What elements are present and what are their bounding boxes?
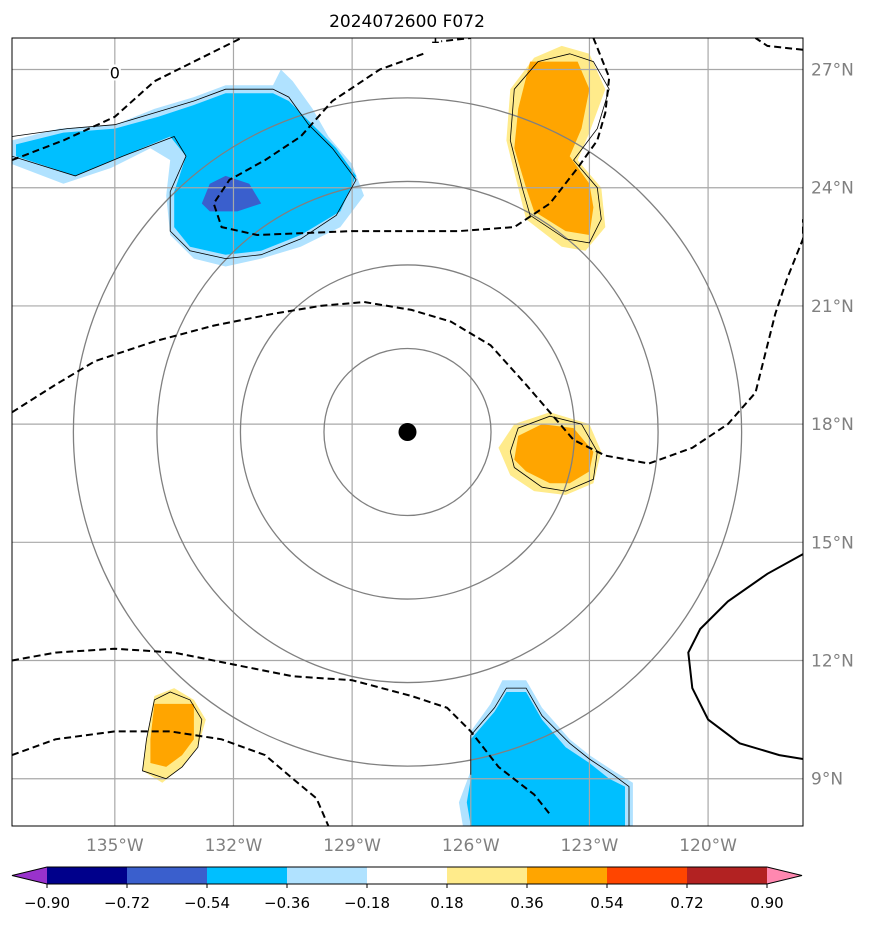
- anomaly-outline: [142, 691, 203, 780]
- colorbar-segment: [607, 867, 688, 884]
- colorbar-extend-high: [767, 867, 802, 884]
- chart-title: 2024072600 F072: [329, 12, 485, 32]
- colorbar-segment: [447, 867, 528, 884]
- dashed-contour: [212, 38, 611, 237]
- colorbar-tick-label: 0.36: [510, 894, 543, 912]
- colorbar-tick-label: −0.36: [264, 894, 310, 912]
- filled-region: [514, 424, 594, 484]
- lat-tick-label: 27°N: [811, 61, 854, 81]
- dashed-contour: [12, 38, 242, 162]
- lon-tick-label: 120°W: [679, 836, 737, 856]
- anomaly-outline: [509, 53, 610, 244]
- contour-label: 1: [430, 28, 440, 47]
- contour-label-bg: [108, 64, 121, 81]
- anomaly-outline: [509, 415, 598, 492]
- lat-tick-label: 15°N: [811, 533, 854, 553]
- filled-region: [16, 93, 357, 255]
- colorbar-segment: [687, 867, 768, 884]
- colorbar-tick-label: 0.90: [750, 894, 783, 912]
- lat-tick-label: 21°N: [811, 297, 854, 317]
- storm-center-marker: [398, 423, 417, 441]
- lon-tick-label: 135°W: [86, 836, 144, 856]
- colorbar-segment: [127, 867, 208, 884]
- colorbar-segment: [367, 867, 448, 884]
- colorbar-segment: [47, 867, 128, 884]
- filled-region: [150, 703, 194, 767]
- colorbar-tick-label: 0.18: [430, 894, 463, 912]
- anomaly-outline: [470, 687, 630, 826]
- filled-region: [201, 175, 262, 212]
- dashed-contour: [754, 38, 803, 51]
- colorbar-tick-label: −0.72: [104, 894, 150, 912]
- anomaly-outline: [12, 88, 357, 260]
- map-frame: [11, 37, 804, 827]
- lon-tick-label: 129°W: [323, 836, 381, 856]
- map-axes: 135°W 132°W 129°W 126°W 123°W 120°W 9°N 12°N 15°…: [86, 61, 854, 856]
- map-plot-area: 01: [12, 28, 803, 826]
- lat-tick-label: 18°N: [811, 415, 854, 435]
- colorbar-tick-label: 0.72: [670, 894, 703, 912]
- dashed-contour: [12, 730, 330, 826]
- colorbar-segment: [207, 867, 288, 884]
- filled-region: [514, 61, 594, 235]
- dashed-contour: [12, 219, 803, 465]
- lon-tick-label: 126°W: [442, 836, 500, 856]
- lon-tick-label: 123°W: [561, 836, 619, 856]
- filled-region: [466, 692, 625, 826]
- range-ring: [156, 180, 659, 684]
- colorbar-tick-label: −0.18: [344, 894, 390, 912]
- colorbar-tick-label: −0.90: [24, 894, 70, 912]
- colorbar-tick-label: 0.54: [590, 894, 623, 912]
- solid-contour: [687, 553, 803, 760]
- lat-tick-label: 12°N: [811, 652, 854, 672]
- contour-label-bg: [429, 38, 442, 45]
- range-ring: [239, 264, 576, 600]
- contour-label: 0: [110, 63, 120, 82]
- range-ring: [323, 347, 492, 517]
- dashed-contour: [12, 647, 551, 815]
- colorbar-segment: [287, 867, 368, 884]
- colorbar-segment: [527, 867, 608, 884]
- colorbar-extend-low: [12, 867, 47, 884]
- range-ring: [72, 97, 743, 767]
- colorbar: −0.90 −0.72 −0.54 −0.36 −0.18 0.18 0.36 0.54 0.7…: [11, 866, 803, 912]
- colorbar-tick-label: −0.54: [184, 894, 230, 912]
- lat-tick-label: 9°N: [811, 770, 843, 790]
- lat-tick-label: 24°N: [811, 179, 854, 199]
- lon-tick-label: 132°W: [205, 836, 263, 856]
